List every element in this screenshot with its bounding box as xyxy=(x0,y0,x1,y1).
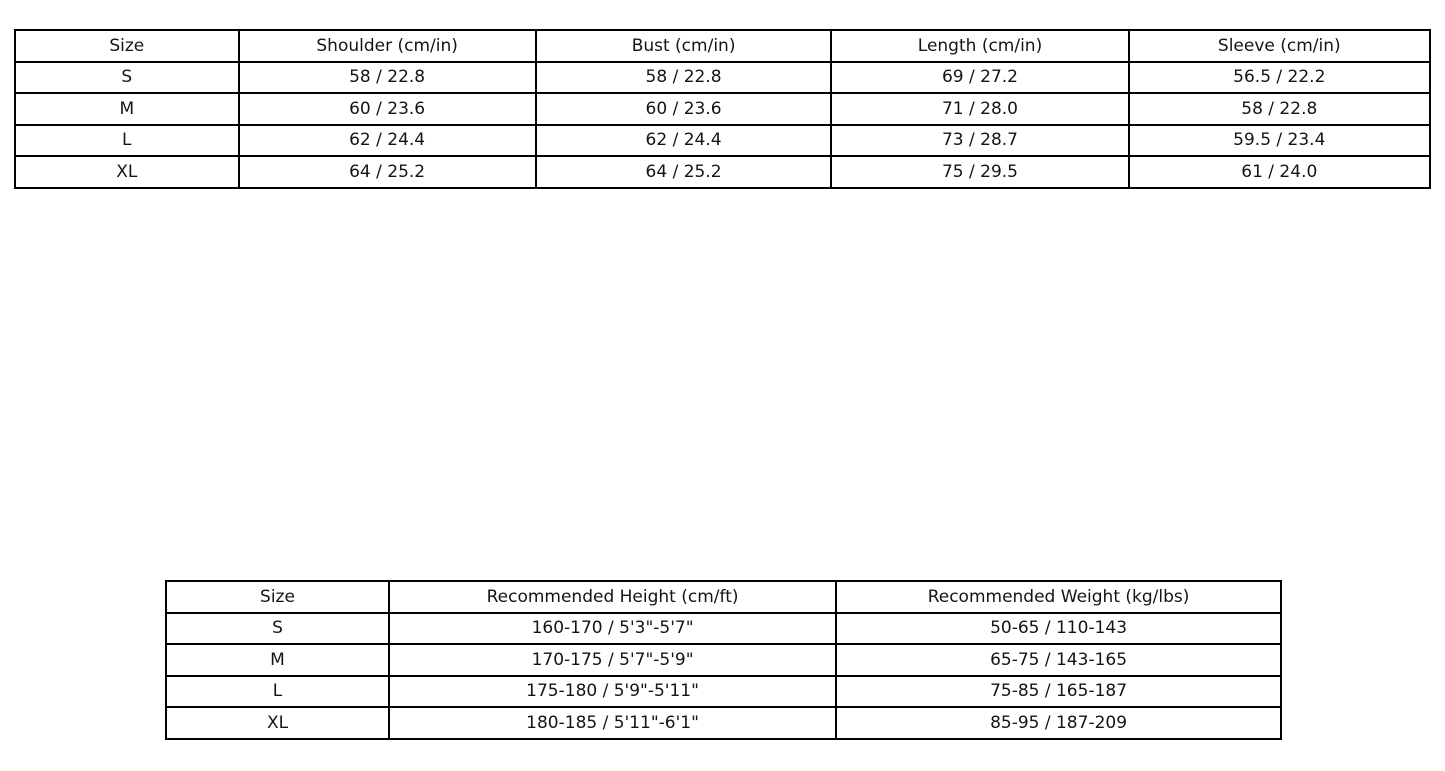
size-cell: S xyxy=(165,611,390,645)
table-row: L 62 / 24.4 62 / 24.4 73 / 28.7 59.5 / 23.4 xyxy=(14,123,1432,157)
value-cell: 58 / 22.8 xyxy=(534,60,833,94)
value-cell: 50-65 / 110-143 xyxy=(835,611,1282,645)
value-cell: 170-175 / 5'7"-5'9" xyxy=(387,643,838,677)
table-row: XL 180-185 / 5'11"-6'1" 85-95 / 187-209 xyxy=(165,706,1282,740)
value-cell: 56.5 / 22.2 xyxy=(1127,60,1432,94)
value-cell: 58 / 22.8 xyxy=(237,60,537,94)
size-cell: L xyxy=(14,123,240,157)
value-cell: 175-180 / 5'9"-5'11" xyxy=(387,674,838,708)
value-cell: 73 / 28.7 xyxy=(830,123,1130,157)
column-header: Bust (cm/in) xyxy=(534,29,833,63)
column-header: Recommended Height (cm/ft) xyxy=(387,580,838,614)
column-header: Size xyxy=(165,580,390,614)
value-cell: 60 / 23.6 xyxy=(237,92,537,126)
value-cell: 62 / 24.4 xyxy=(534,123,833,157)
value-cell: 65-75 / 143-165 xyxy=(835,643,1282,677)
size-cell: M xyxy=(165,643,390,677)
recommended-fit-header: Size Recommended Height (cm/ft) Recommende… xyxy=(165,580,1282,614)
value-cell: 75-85 / 165-187 xyxy=(835,674,1282,708)
table-row: XL 64 / 25.2 64 / 25.2 75 / 29.5 61 / 24.0 xyxy=(14,155,1432,189)
column-header: Size xyxy=(14,29,240,63)
size-cell: M xyxy=(14,92,240,126)
value-cell: 61 / 24.0 xyxy=(1127,155,1432,189)
table-row: M 60 / 23.6 60 / 23.6 71 / 28.0 58 / 22.8 xyxy=(14,92,1432,126)
value-cell: 69 / 27.2 xyxy=(830,60,1130,94)
recommended-fit-body: S 160-170 / 5'3"-5'7" 50-65 / 110-143 M 170-… xyxy=(165,611,1282,740)
column-header: Recommended Weight (kg/lbs) xyxy=(835,580,1282,614)
garment-measurements-table: Size Shoulder (cm/in) Bust (cm/in) Length (… xyxy=(14,29,1432,189)
garment-measurements-header: Size Shoulder (cm/in) Bust (cm/in) Length (… xyxy=(14,29,1432,63)
recommended-fit-table: Size Recommended Height (cm/ft) Recommende… xyxy=(165,580,1282,740)
column-header: Length (cm/in) xyxy=(830,29,1130,63)
table-row: S 58 / 22.8 58 / 22.8 69 / 27.2 56.5 / 22.2 xyxy=(14,60,1432,94)
size-cell: XL xyxy=(165,706,390,740)
column-header: Sleeve (cm/in) xyxy=(1127,29,1432,63)
value-cell: 85-95 / 187-209 xyxy=(835,706,1282,740)
table-row: M 170-175 / 5'7"-5'9" 65-75 / 143-165 xyxy=(165,643,1282,677)
value-cell: 62 / 24.4 xyxy=(237,123,537,157)
value-cell: 59.5 / 23.4 xyxy=(1127,123,1432,157)
size-cell: XL xyxy=(14,155,240,189)
column-header: Shoulder (cm/in) xyxy=(237,29,537,63)
table-row: S 160-170 / 5'3"-5'7" 50-65 / 110-143 xyxy=(165,611,1282,645)
table-row: L 175-180 / 5'9"-5'11" 75-85 / 165-187 xyxy=(165,674,1282,708)
value-cell: 160-170 / 5'3"-5'7" xyxy=(387,611,838,645)
value-cell: 75 / 29.5 xyxy=(830,155,1130,189)
size-cell: S xyxy=(14,60,240,94)
value-cell: 58 / 22.8 xyxy=(1127,92,1432,126)
value-cell: 64 / 25.2 xyxy=(534,155,833,189)
size-cell: L xyxy=(165,674,390,708)
value-cell: 60 / 23.6 xyxy=(534,92,833,126)
value-cell: 71 / 28.0 xyxy=(830,92,1130,126)
garment-measurements-body: S 58 / 22.8 58 / 22.8 69 / 27.2 56.5 / 22.2 M… xyxy=(14,60,1432,189)
value-cell: 180-185 / 5'11"-6'1" xyxy=(387,706,838,740)
value-cell: 64 / 25.2 xyxy=(237,155,537,189)
